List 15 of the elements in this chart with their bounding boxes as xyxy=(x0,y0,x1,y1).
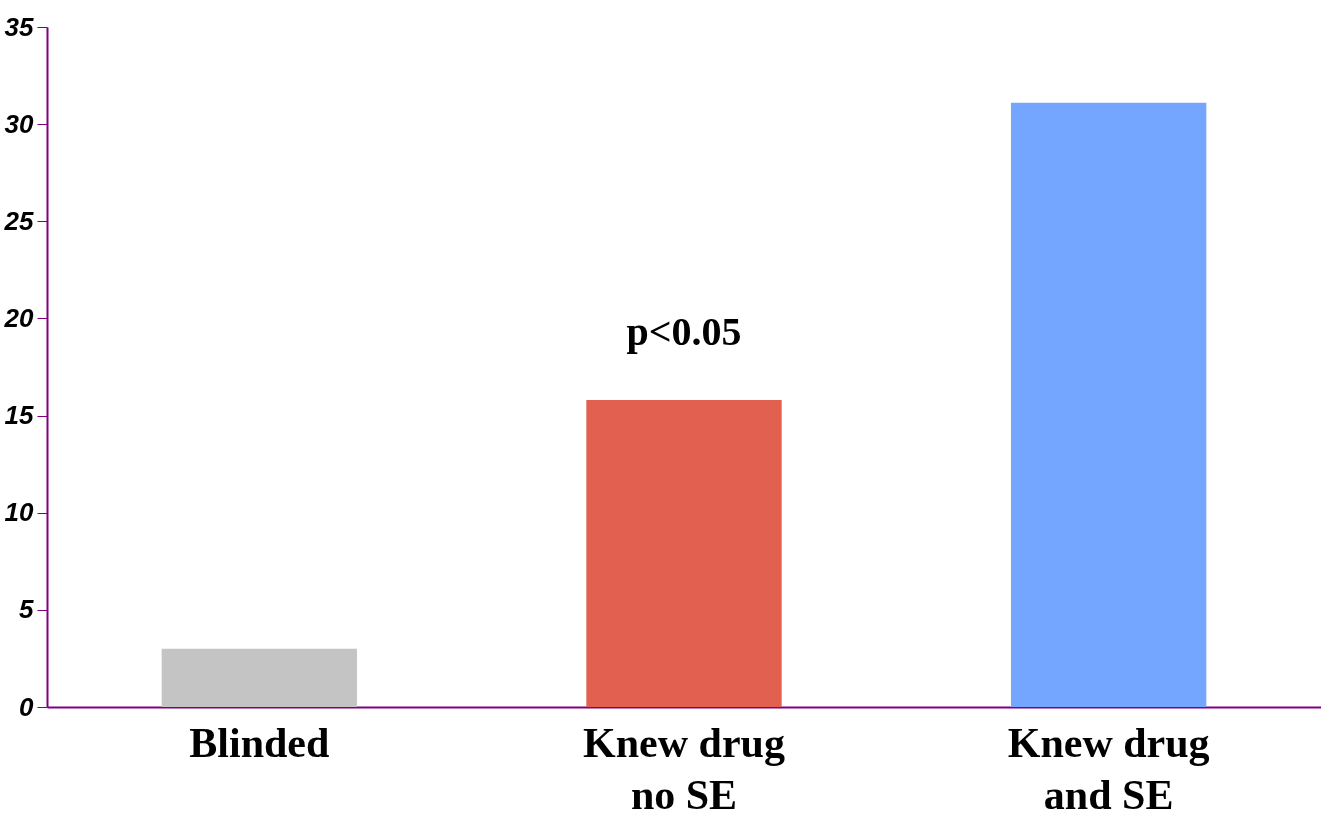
annotation: p<0.05 xyxy=(626,309,742,354)
y-tick-label: 35 xyxy=(4,11,35,42)
x-tick-label: Blinded xyxy=(189,719,330,766)
bar xyxy=(1010,102,1207,707)
y-tick-label: 30 xyxy=(4,108,35,139)
bar xyxy=(161,648,358,707)
y-tick-label: 15 xyxy=(4,400,35,431)
y-tick-label: 25 xyxy=(3,205,35,236)
y-tick-label: 0 xyxy=(19,691,35,722)
y-tick-label: 5 xyxy=(19,594,35,625)
y-tick-label: 10 xyxy=(4,497,35,528)
x-tick-label: Knew drug and SE xyxy=(1007,719,1210,818)
y-tick-label: 20 xyxy=(3,302,35,333)
x-tick-label: Knew drug no SE xyxy=(583,719,785,818)
bar xyxy=(586,400,782,707)
